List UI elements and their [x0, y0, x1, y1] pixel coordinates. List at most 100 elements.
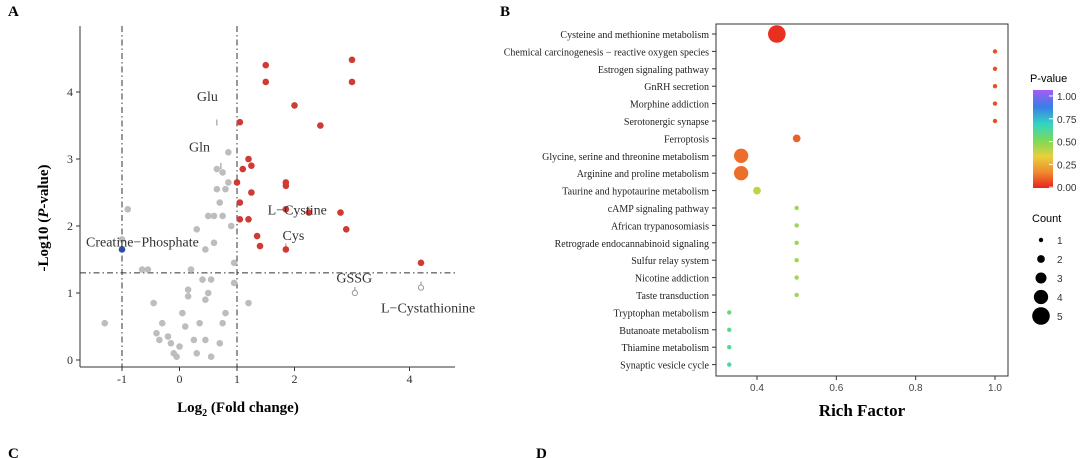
volcano-labels: Glu Gln L−Cystine Cys Creatine−Phosphate GSSG… [86, 90, 475, 317]
count-legend-circle [1038, 237, 1044, 243]
count-legend-circle [1032, 307, 1050, 325]
volcano-point-ns [230, 279, 238, 287]
volcano-point-ns [150, 299, 157, 307]
volcano-point-ns [202, 246, 209, 253]
volcano-point-ns [225, 179, 232, 186]
volcano-point-up [337, 209, 344, 216]
count-legend-label: 3 [1057, 274, 1063, 285]
volcano-point-up [342, 226, 350, 233]
volcano-point-up [236, 216, 244, 223]
bubble-category-label: Thiamine metabolism [622, 343, 710, 354]
bubble-points [727, 25, 998, 367]
bubble-point [794, 223, 799, 228]
bubble-x-ticks: 0.4 0.6 0.8 1.0 [750, 376, 1002, 394]
volcano-point-ns [124, 205, 132, 213]
volcano-x-axis-label: Log2 (Fold change) [177, 400, 299, 419]
volcano-point-ns [167, 339, 175, 347]
volcano-x-tick-label: -1 [117, 372, 127, 386]
bubble-category-label: cAMP signaling pathway [608, 204, 709, 215]
volcano-point-ns [179, 309, 186, 317]
volcano-point-up [305, 209, 313, 216]
volcano-point-ns [138, 266, 146, 273]
bubble-point [733, 166, 749, 181]
volcano-metabolite-label: L−Cystine [268, 204, 327, 219]
bubble-point [733, 148, 749, 163]
volcano-point-ns [181, 323, 189, 330]
volcano-threshold-lines [80, 26, 455, 367]
volcano-point-down [118, 246, 126, 253]
volcano-y-tick-label: 1 [67, 286, 73, 300]
bubble-point [992, 66, 998, 72]
volcano-point-up [282, 182, 290, 190]
volcano-y-tick-label: 4 [67, 85, 73, 99]
volcano-point-ns [245, 299, 252, 307]
volcano-point-ns [219, 169, 226, 176]
volcano-point-ns [204, 212, 212, 220]
volcano-point-ns [207, 276, 215, 283]
bubble-point [753, 186, 761, 195]
pvalue-legend: P-value 1.00 0.75 0.50 0.25 0.00 [1030, 73, 1077, 194]
bubble-x-tick-label: 1.0 [988, 383, 1002, 394]
bubble-plot-frame [715, 23, 1009, 377]
volcano-point-ns [101, 319, 109, 327]
volcano-point-ns [193, 226, 201, 233]
volcano-y-tick-label: 0 [67, 353, 73, 367]
volcano-point-ns [118, 236, 126, 243]
volcano-point-up [282, 246, 290, 253]
volcano-points [101, 56, 425, 360]
volcano-point-ns [202, 336, 209, 344]
volcano-point-ns [202, 296, 209, 304]
volcano-y-axis-label: -Log10 (P-value) [36, 164, 52, 271]
volcano-metabolite-label: GSSG [336, 271, 372, 286]
volcano-axes [79, 26, 455, 368]
pvalue-legend-tick-label: 1.00 [1057, 92, 1077, 103]
volcano-point-ns [176, 343, 183, 350]
bubble-category-label: Morphine addiction [630, 100, 709, 111]
volcano-point-ns [184, 286, 192, 293]
volcano-point-ns [216, 339, 224, 347]
bubble-category-label: Retrograde endocannabinoid signaling [555, 239, 709, 250]
volcano-point-ns [196, 319, 203, 327]
volcano-point-ns [219, 212, 226, 220]
bubble-x-tick-label: 0.4 [750, 383, 764, 394]
panel-label-b: B [500, 4, 510, 20]
volcano-point-ns [227, 222, 235, 230]
bubble-category-label: Taurine and hypotaurine metabolism [562, 187, 709, 198]
panel-label-c: C [8, 446, 19, 458]
volcano-point-up [233, 179, 241, 186]
panel-label-d: D [536, 446, 547, 458]
count-legend-circle [1037, 255, 1045, 263]
pvalue-legend-tick-label: 0.75 [1057, 115, 1077, 126]
bubble-category-label: Serotonergic synapse [624, 117, 710, 128]
volcano-point-up [348, 78, 356, 86]
volcano-point-ns [164, 333, 172, 340]
count-legend-items: 1 2 3 4 5 [1032, 236, 1063, 325]
volcano-point-ns [158, 319, 166, 327]
bubble-x-tick-label: 0.8 [909, 383, 923, 394]
pvalue-color-bar [1033, 90, 1053, 188]
volcano-metabolite-label: Gln [189, 141, 210, 156]
volcano-point-ns [204, 289, 212, 297]
bubble-category-label: Arginine and proline metabolism [577, 169, 710, 180]
bubble-point [992, 49, 998, 54]
bubble-category-label: Butanoate metabolism [619, 326, 709, 337]
volcano-x-tick-label: 0 [177, 372, 183, 386]
volcano-point-up [262, 61, 270, 69]
volcano-point-up [239, 165, 247, 173]
volcano-metabolite-label: Glu [197, 90, 218, 105]
volcano-point-up [291, 102, 298, 109]
panel-label-a: A [8, 4, 19, 20]
bubble-category-label: Nicotine addiction [635, 274, 709, 285]
bubble-category-label: Glycine, serine and threonine metabolism [542, 152, 709, 163]
volcano-point-ns [193, 350, 201, 357]
bubble-point [727, 327, 732, 332]
volcano-point-ns [213, 185, 221, 193]
volcano-point-up [317, 122, 324, 129]
bubble-point [992, 84, 998, 89]
bubble-category-label: Tryptophan metabolism [614, 308, 710, 319]
count-legend-label: 4 [1057, 293, 1063, 304]
count-legend-label: 1 [1057, 236, 1063, 247]
volcano-point-ns [219, 319, 226, 327]
pvalue-legend-tick-label: 0.50 [1057, 138, 1077, 149]
